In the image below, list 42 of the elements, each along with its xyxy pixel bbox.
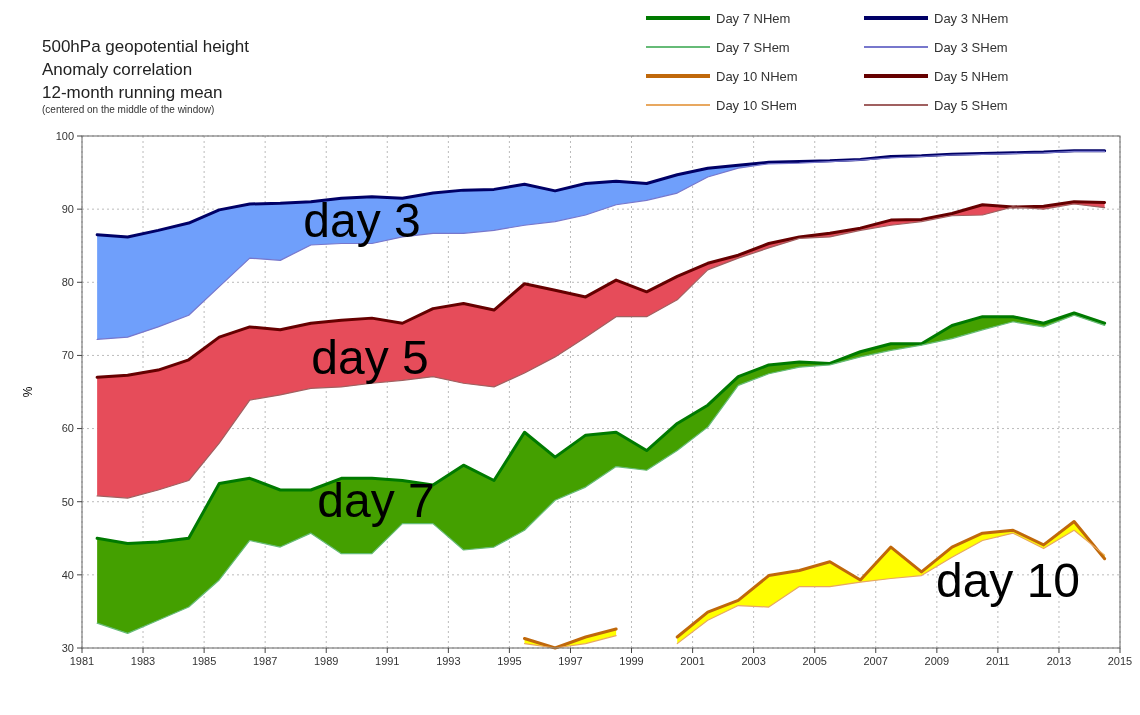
- x-tick-label: 1993: [436, 655, 461, 667]
- x-tick-label: 1999: [619, 655, 644, 667]
- x-tick-label: 1997: [558, 655, 583, 667]
- y-tick-label: 60: [61, 422, 74, 435]
- annotation: day 3: [303, 193, 421, 247]
- y-tick-label: 80: [61, 276, 74, 289]
- x-tick-label: 2001: [680, 655, 705, 667]
- legend-label: Day 7 SHem: [716, 39, 790, 55]
- y-tick-label: 40: [61, 568, 74, 581]
- chart-title: 500hPa geopotential height Anomaly correlation 12-month running mean: [42, 37, 250, 102]
- legend-label: Day 5 NHem: [934, 68, 1009, 84]
- x-tick-label: 2015: [1107, 655, 1133, 667]
- x-tick-label: 2013: [1046, 655, 1072, 667]
- x-tick-label: 1983: [130, 655, 156, 667]
- y-axis-title: %: [21, 386, 35, 398]
- annotation: day 5: [311, 330, 429, 384]
- x-tick-label: 1995: [497, 655, 522, 667]
- x-tick-label: 2011: [986, 655, 1010, 667]
- x-tick-label: 2005: [802, 655, 827, 667]
- x-tick-label: 2003: [741, 655, 766, 667]
- x-tick-label: 1991: [375, 655, 400, 667]
- y-tick-label: 70: [61, 349, 74, 362]
- y-tick-label: 50: [61, 495, 74, 508]
- x-tick-label: 1987: [252, 655, 278, 667]
- x-tick-label: 2009: [924, 655, 950, 667]
- y-tick-label: 90: [61, 202, 74, 215]
- legend-label: Day 3 SHem: [934, 39, 1008, 55]
- legend-label: Day 7 NHem: [716, 10, 791, 26]
- legend-label: Day 10 NHem: [716, 68, 798, 84]
- annotation: day 7: [317, 473, 435, 527]
- legend-label: Day 10 SHem: [716, 97, 797, 113]
- x-tick-label: 2007: [863, 655, 888, 667]
- x-tick-label: 1981: [69, 655, 95, 667]
- x-tick-label: 1985: [191, 655, 217, 667]
- y-tick-label: 30: [61, 641, 74, 654]
- legend-label: Day 3 NHem: [934, 10, 1009, 26]
- x-tick-label: 1989: [314, 655, 339, 667]
- legend-label: Day 5 SHem: [934, 97, 1008, 113]
- chart-subtitle: (centered on the middle of the window): [42, 104, 215, 115]
- y-tick-label: 100: [55, 129, 74, 142]
- line-series: [95, 311, 1107, 545]
- annotation: day 10: [935, 553, 1081, 607]
